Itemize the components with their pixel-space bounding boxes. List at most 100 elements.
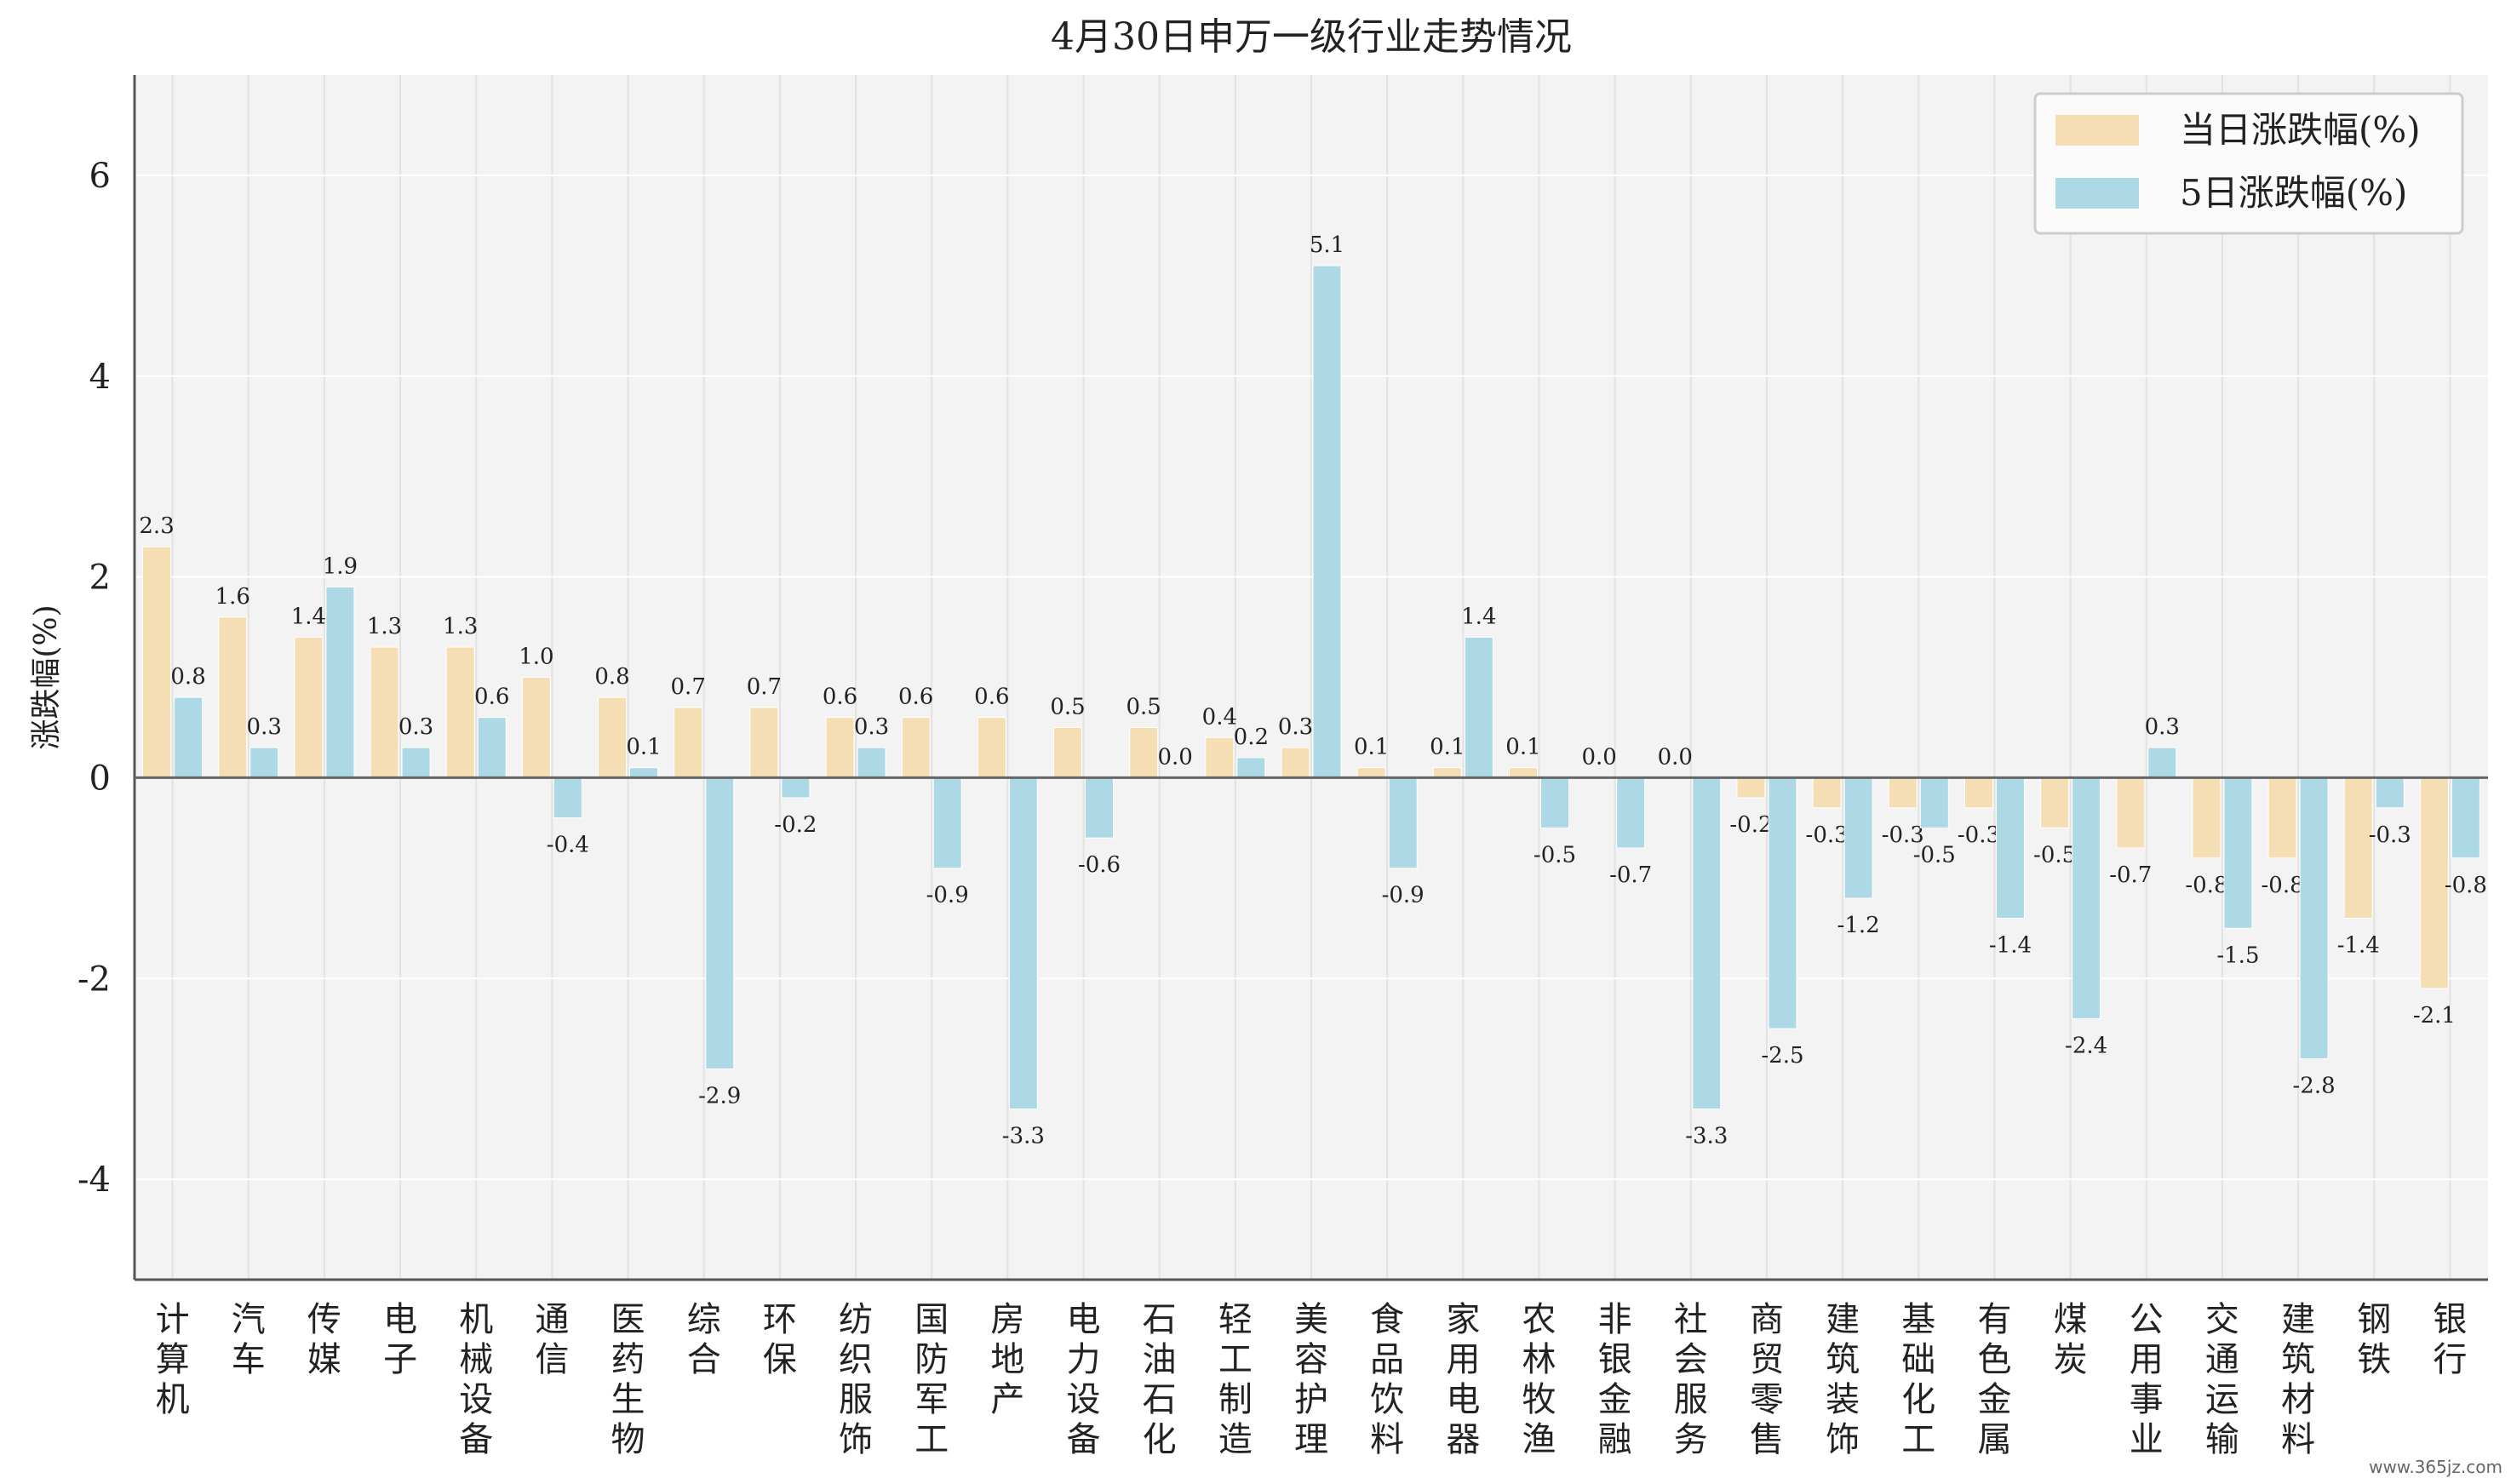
bar-5day	[705, 776, 735, 1069]
bar-daily	[2192, 776, 2221, 859]
data-label: -1.4	[1989, 933, 2032, 959]
data-label: -0.7	[2109, 862, 2152, 888]
data-label: 2.3	[139, 513, 174, 539]
data-label: -0.5	[2033, 842, 2076, 868]
data-label: -2.5	[1761, 1043, 1803, 1069]
data-label: -1.5	[2216, 943, 2259, 968]
x-tick-label: 电力设备	[1067, 1300, 1101, 1459]
x-tick-label: 纺织服饰	[839, 1300, 873, 1459]
bar-5day	[857, 747, 886, 778]
bar-5day	[401, 747, 431, 778]
x-tick-label: 煤炭	[2054, 1300, 2088, 1379]
y-tick-label: 4	[89, 358, 111, 397]
legend-box	[2033, 92, 2464, 235]
data-label: -0.5	[1913, 842, 1956, 868]
bar-5day	[1085, 776, 1115, 839]
data-label: -0.3	[2369, 822, 2411, 848]
bar-daily	[1508, 767, 1538, 778]
bar-daily	[977, 717, 1006, 778]
x-tick-label: 建筑装饰	[1826, 1300, 1860, 1459]
bar-daily	[1736, 776, 1766, 799]
data-label: 0.6	[823, 685, 857, 710]
data-label: 0.5	[1126, 694, 1161, 719]
bar-5day	[2072, 776, 2101, 1019]
x-tick-label: 计算机	[156, 1300, 190, 1419]
x-tick-label: 机械设备	[459, 1300, 493, 1459]
legend-label: 5日涨跌幅(%)	[2180, 172, 2407, 214]
bar-5day	[1616, 776, 1646, 849]
data-label: -0.8	[2262, 873, 2304, 898]
bar-5day	[1919, 776, 1949, 828]
bar-5day	[2147, 747, 2177, 778]
data-label: -3.3	[1685, 1124, 1728, 1149]
bar-daily	[598, 696, 628, 778]
data-label: 0.0	[1658, 744, 1693, 770]
data-label: 1.3	[443, 614, 478, 639]
data-label: 0.7	[747, 674, 782, 700]
x-tick-label: 通信	[535, 1300, 569, 1379]
bar-daily	[2419, 776, 2449, 989]
bar-daily	[370, 646, 399, 778]
bar-daily	[825, 717, 855, 778]
data-label: 1.4	[1461, 604, 1496, 629]
legend-label: 当日涨跌幅(%)	[2180, 109, 2421, 151]
x-tick-label: 公用事业	[2130, 1300, 2164, 1459]
x-tick-label: 国防军工	[914, 1300, 949, 1459]
data-label: -0.3	[1806, 822, 1849, 848]
bar-5day	[2223, 776, 2253, 929]
data-label: 0.8	[594, 664, 629, 690]
x-tick-label: 食品饮料	[1370, 1300, 1404, 1459]
bar-5day	[1539, 776, 1569, 828]
y-tick-label: -4	[77, 1160, 111, 1200]
data-label: -0.9	[1382, 883, 1425, 908]
data-label: 0.4	[1202, 704, 1237, 730]
data-label: 0.1	[1430, 735, 1465, 760]
data-label: 0.3	[854, 714, 889, 740]
chart-title: 4月30日申万一级行业走势情况	[1051, 15, 1572, 59]
y-tick-label: 2	[89, 559, 111, 598]
data-label: -2.8	[2293, 1074, 2336, 1099]
data-label: -0.8	[2445, 873, 2487, 898]
bar-daily	[901, 717, 931, 778]
data-label: 0.3	[398, 714, 433, 740]
bar-daily	[1812, 776, 1842, 809]
x-tick-label: 建筑材料	[2281, 1300, 2315, 1459]
bar-5day	[1008, 776, 1038, 1110]
bar-5day	[2299, 776, 2329, 1060]
x-tick-label: 石油石化	[1143, 1300, 1177, 1459]
data-label: 1.9	[323, 553, 358, 579]
bar-daily	[1356, 767, 1386, 778]
x-tick-label: 医药生物	[611, 1300, 645, 1459]
bar-5day	[1768, 776, 1797, 1029]
data-label: -3.3	[1002, 1124, 1045, 1149]
bar-5day	[1312, 265, 1342, 778]
bar-daily	[521, 677, 551, 778]
x-tick-label: 社会服务	[1674, 1300, 1708, 1459]
data-label: 0.8	[170, 664, 205, 690]
x-tick-label: 商贸零售	[1750, 1300, 1784, 1459]
x-tick-label: 汽车	[232, 1300, 266, 1379]
x-tick-label: 基础化工	[1901, 1300, 1935, 1459]
data-label: -0.3	[1958, 822, 2000, 848]
legend-swatch	[2055, 115, 2139, 146]
data-label: 0.6	[898, 685, 933, 710]
data-label: 1.6	[215, 584, 250, 610]
data-label: 0.0	[1581, 744, 1616, 770]
bar-daily	[2116, 776, 2146, 849]
bar-5day	[249, 747, 279, 778]
bar-daily	[1888, 776, 1918, 809]
data-label: 0.0	[1157, 744, 1192, 770]
bar-5day	[174, 696, 204, 778]
bar-daily	[1964, 776, 1993, 809]
x-tick-label: 综合	[687, 1300, 721, 1379]
x-tick-label: 有色金属	[1977, 1300, 2011, 1459]
bar-5day	[325, 586, 355, 778]
data-label: -0.8	[2185, 873, 2227, 898]
bar-5day	[629, 767, 659, 778]
bar-5day	[1692, 776, 1722, 1110]
legend-swatch	[2055, 178, 2139, 209]
y-tick-label: -2	[77, 960, 111, 999]
x-tick-label: 家用电器	[1446, 1300, 1480, 1459]
bar-daily	[2343, 776, 2373, 920]
